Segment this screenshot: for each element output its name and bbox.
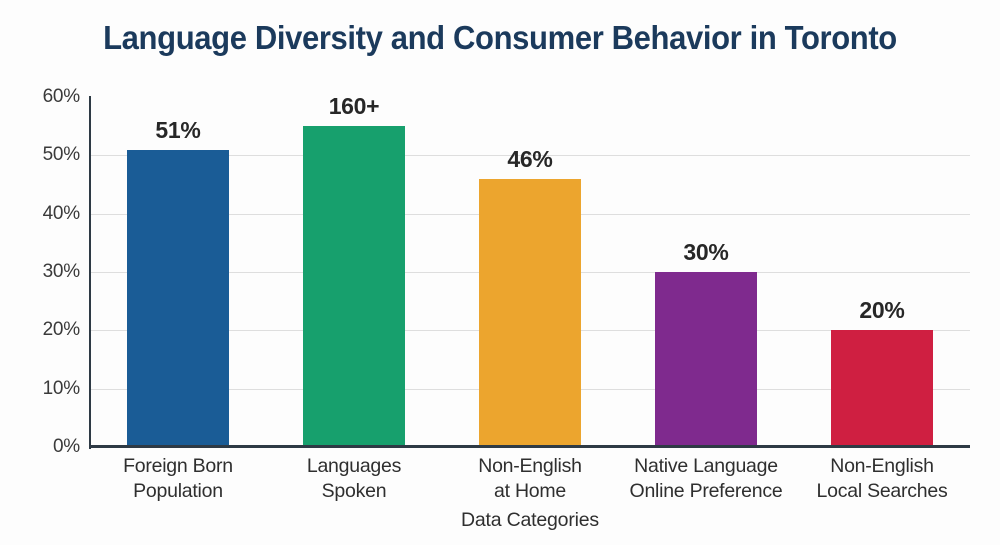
bar-value-label: 160+ <box>328 93 380 120</box>
category-label-line2: Local Searches <box>816 480 948 502</box>
y-axis-tick-label: 0% <box>52 436 80 457</box>
y-axis-tick-label: 20% <box>42 319 81 341</box>
bar-value-label: 46% <box>507 145 553 172</box>
y-axis-tick-label: 30% <box>42 261 81 282</box>
x-axis-category-label: Non-English Local Searches <box>787 454 977 504</box>
plot-area <box>90 97 970 448</box>
x-axis-category-label: Foreign Born Population <box>83 454 273 504</box>
y-axis-tick-label: 40% <box>42 202 81 224</box>
bar-value-label: 20% <box>859 297 905 324</box>
category-label-line1: Non-English <box>830 455 934 477</box>
chart-title: Language Diversity and Consumer Behavior… <box>103 19 897 56</box>
category-label-line1: Languages <box>306 455 402 477</box>
bar-value-label: 30% <box>683 239 729 265</box>
y-axis-tick-label: 60% <box>42 86 81 107</box>
x-axis-category-label: Languages Spoken <box>259 454 449 504</box>
gridline <box>90 155 970 157</box>
bar[interactable] <box>303 126 405 447</box>
x-axis-category-label: Non-English at Home <box>435 454 625 504</box>
y-axis-tick-label: 50% <box>42 144 81 166</box>
category-label-line2: Spoken <box>321 480 387 502</box>
y-axis-tick-label: 10% <box>42 377 81 399</box>
x-axis-line <box>89 445 970 448</box>
bar[interactable] <box>655 272 757 447</box>
bar[interactable] <box>479 178 581 447</box>
x-axis-category-label: Native Language Online Preference <box>611 454 801 504</box>
x-axis-title: Data Categories <box>461 509 599 531</box>
bar-value-label: 51% <box>155 116 201 143</box>
category-label-line2: Population <box>133 480 223 502</box>
bar[interactable] <box>127 149 229 447</box>
y-axis-tick-labels: 0% 10% 20% 30% 40% 50% 60% <box>0 0 81 545</box>
category-label-line1: Foreign Born <box>123 455 233 477</box>
category-label-line1: Native Language <box>634 455 778 477</box>
category-label-line2: Online Preference <box>629 480 783 502</box>
category-label-line1: Non-English <box>478 455 582 477</box>
category-label-line2: at Home <box>494 480 566 502</box>
bar[interactable] <box>831 330 933 447</box>
y-axis-line <box>89 96 91 449</box>
